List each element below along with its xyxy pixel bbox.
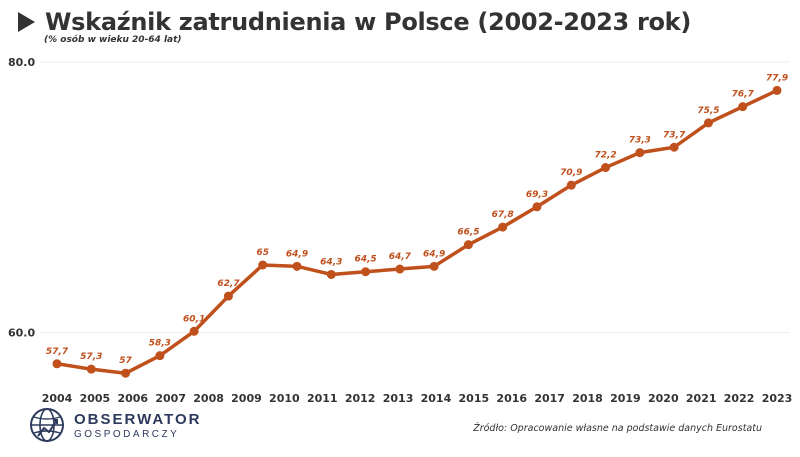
- data-point: [463, 240, 473, 250]
- data-label: 75,5: [697, 106, 719, 116]
- data-label: 72,2: [594, 151, 616, 161]
- x-tick-label: 2008: [193, 392, 224, 405]
- data-label: 73,7: [663, 130, 686, 140]
- data-point: [258, 260, 268, 270]
- data-label: 77,9: [766, 73, 788, 83]
- x-tick-label: 2007: [155, 392, 186, 405]
- chart-title-block: Wskaźnik zatrudnienia w Polsce (2002-202…: [18, 8, 691, 36]
- data-point: [566, 180, 576, 190]
- x-tick-label: 2005: [80, 392, 111, 405]
- data-point: [498, 222, 508, 232]
- data-point: [395, 264, 405, 274]
- logo: OBSERWATOR GOSPODARCZY: [28, 406, 202, 444]
- y-tick-label: 80.0: [8, 56, 35, 69]
- x-tick-label: 2012: [345, 392, 376, 405]
- data-label: 65: [256, 248, 269, 258]
- x-tick-label: 2018: [572, 392, 603, 405]
- x-tick-label: 2004: [42, 392, 73, 405]
- data-label: 57,7: [46, 347, 69, 357]
- globe-icon: [30, 408, 64, 442]
- x-tick-label: 2016: [496, 392, 527, 405]
- data-point: [601, 163, 611, 173]
- x-tick-label: 2017: [534, 392, 565, 405]
- data-point: [532, 202, 542, 212]
- x-tick-label: 2019: [610, 392, 641, 405]
- data-label: 67,8: [492, 210, 514, 220]
- data-label: 76,7: [732, 90, 755, 100]
- logo-subtitle: GOSPODARCZY: [74, 428, 180, 440]
- x-tick-label: 2021: [686, 392, 717, 405]
- x-tick-label: 2015: [459, 392, 490, 405]
- x-tick-label: 2009: [231, 392, 262, 405]
- data-label: 64,9: [423, 249, 445, 259]
- data-point: [772, 85, 782, 95]
- x-tick-label: 2013: [383, 392, 414, 405]
- data-label: 66,5: [457, 228, 479, 238]
- data-point: [326, 269, 336, 279]
- data-point: [635, 148, 645, 158]
- data-point: [429, 261, 439, 271]
- source-note: Źródło: Opracowanie własne na podstawie …: [473, 423, 762, 434]
- data-point: [361, 267, 371, 277]
- data-label: 60,1: [183, 314, 205, 324]
- data-label: 57,3: [80, 352, 102, 362]
- data-label: 70,9: [560, 168, 582, 178]
- data-point: [155, 351, 165, 361]
- data-point: [121, 368, 131, 378]
- play-triangle-icon: [18, 12, 35, 32]
- chart-subtitle: (% osób w wieku 20-64 lat): [44, 35, 182, 45]
- x-tick-label: 2011: [307, 392, 338, 405]
- data-label: 62,7: [217, 279, 240, 289]
- x-tick-label: 2014: [421, 392, 452, 405]
- data-point: [189, 326, 199, 336]
- chart-title: Wskaźnik zatrudnienia w Polsce (2002-202…: [45, 8, 692, 36]
- data-point: [223, 291, 233, 301]
- x-tick-label: 2006: [117, 392, 148, 405]
- x-tick-label: 2020: [648, 392, 679, 405]
- data-label: 64,5: [354, 255, 376, 265]
- data-point: [292, 261, 302, 271]
- x-tick-label: 2010: [269, 392, 300, 405]
- data-label: 58,3: [149, 339, 171, 349]
- x-tick-label: 2023: [762, 392, 793, 405]
- data-point: [52, 359, 62, 369]
- data-label: 64,7: [389, 252, 412, 262]
- series-line: [55, 88, 779, 375]
- data-label: 57: [119, 356, 132, 366]
- data-label: 64,9: [286, 249, 308, 259]
- logo-name: OBSERWATOR: [74, 410, 202, 428]
- data-label: 64,3: [320, 257, 342, 267]
- data-label: 69,3: [526, 190, 548, 200]
- data-point: [703, 118, 713, 128]
- data-point: [669, 142, 679, 152]
- data-label: 73,3: [629, 136, 651, 146]
- data-point: [738, 102, 748, 112]
- y-tick-label: 60.0: [8, 327, 35, 340]
- data-point: [86, 364, 96, 374]
- x-tick-label: 2022: [724, 392, 755, 405]
